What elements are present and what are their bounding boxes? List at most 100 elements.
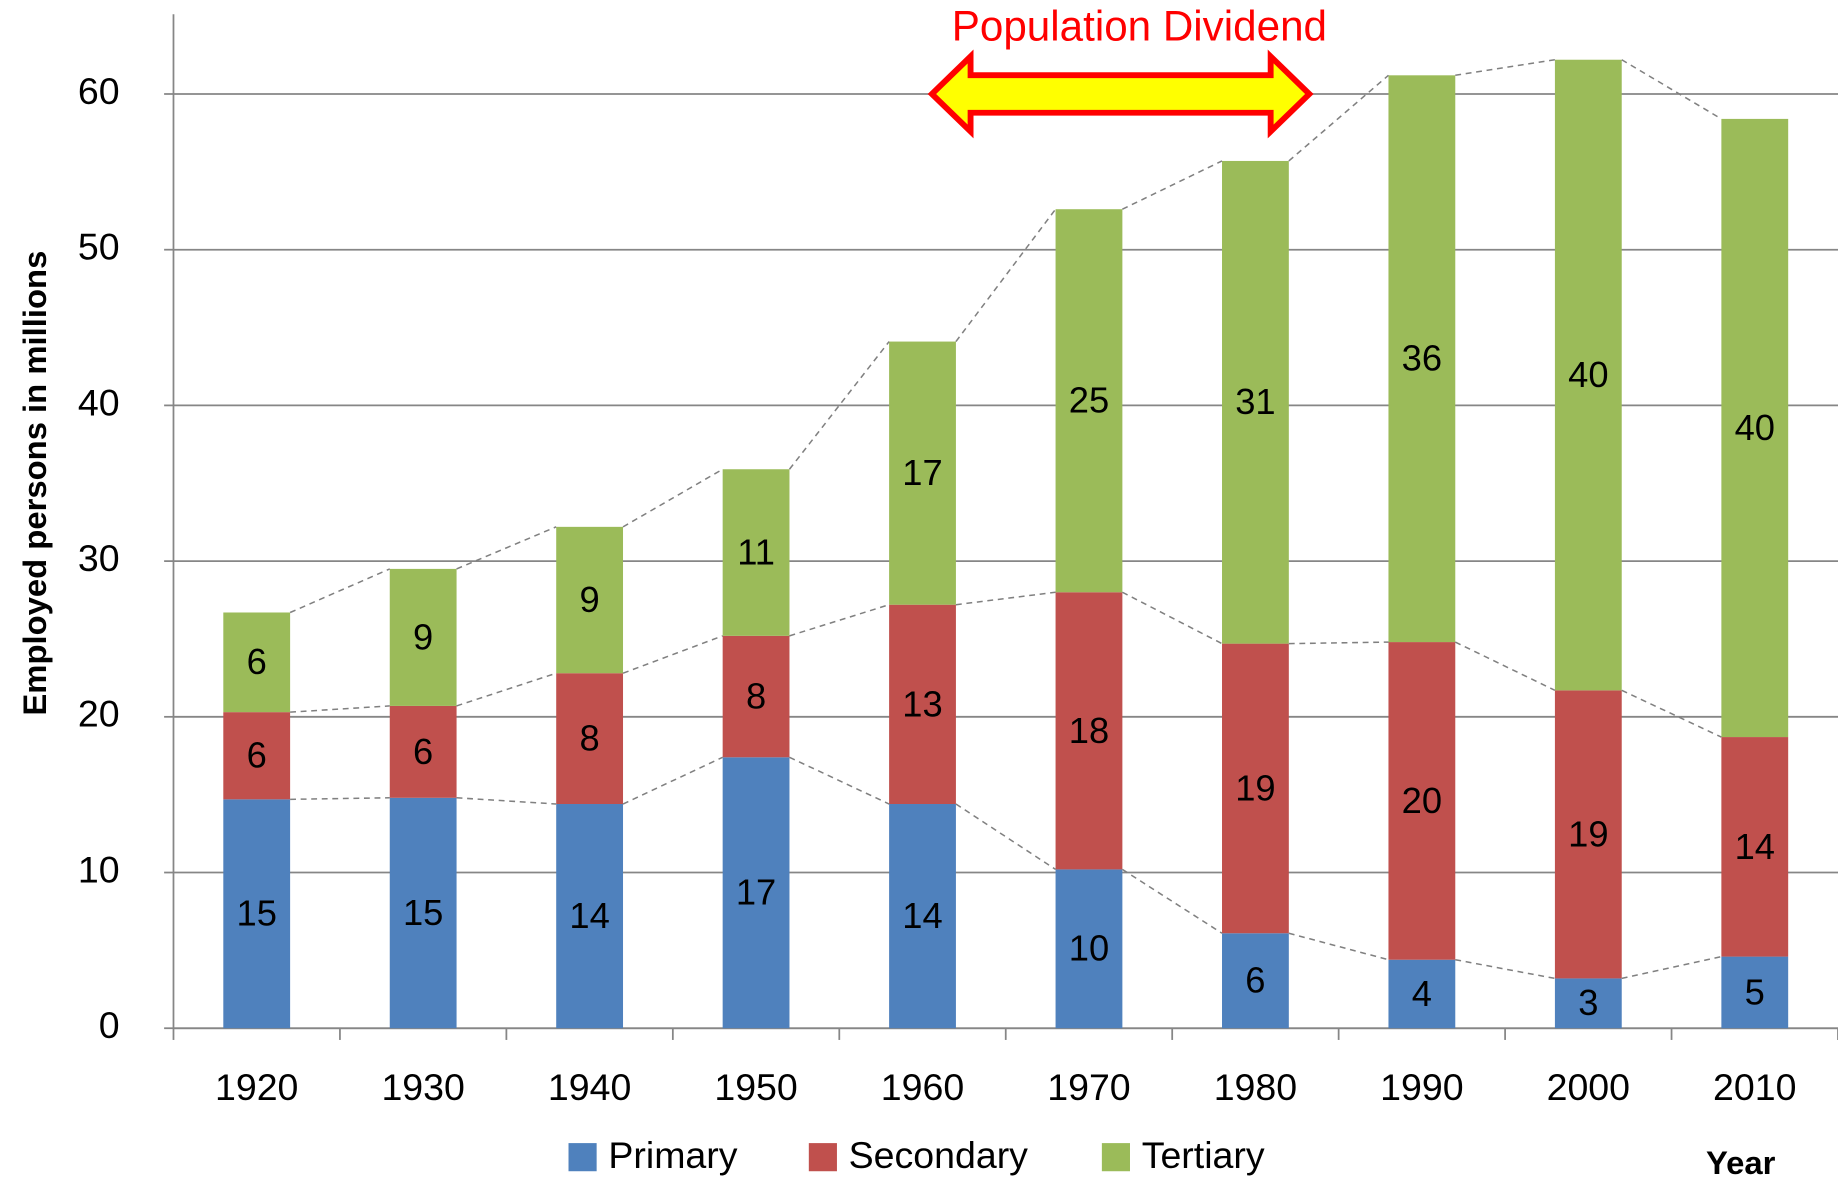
legend-label: Secondary [849, 1134, 1029, 1176]
data-label: 14 [1735, 826, 1775, 867]
x-tick-label: 2000 [1547, 1066, 1630, 1108]
bar-segment [1222, 643, 1289, 934]
data-label: 17 [736, 872, 776, 913]
y-tick-label: 20 [78, 693, 120, 735]
series-connector [290, 705, 390, 713]
x-tick-label: 1960 [881, 1066, 964, 1108]
data-label: 5 [1745, 971, 1765, 1012]
bar-segment [889, 804, 956, 1029]
bar-segment [389, 797, 457, 1029]
series-connector [1122, 591, 1223, 645]
y-axis-label: Employed persons in millions [16, 251, 53, 716]
series-connector [789, 603, 890, 637]
data-label: 14 [902, 895, 942, 936]
legend-swatch [1101, 1143, 1130, 1172]
series-connector [789, 756, 890, 805]
bar-segment [556, 804, 624, 1029]
data-label: 31 [1235, 381, 1275, 422]
series-connector [1288, 74, 1389, 162]
data-label: 10 [1069, 928, 1109, 969]
series-connector [456, 672, 557, 707]
bar-segment [1721, 956, 1789, 1029]
bar-segment [1055, 209, 1123, 593]
series-connector [1122, 160, 1223, 210]
bar-segment [389, 568, 457, 706]
double-arrow [927, 49, 1314, 139]
series-connector [1621, 59, 1722, 120]
data-label: 15 [236, 893, 276, 934]
series-connector [289, 568, 391, 614]
bar-segment [1554, 690, 1622, 979]
series-connector [1621, 955, 1722, 980]
data-label: 25 [1069, 380, 1109, 421]
series-connector [955, 208, 1057, 343]
bar-segment [556, 526, 624, 674]
data-label: 13 [902, 683, 942, 724]
data-label: 6 [413, 731, 433, 772]
data-label: 6 [1245, 960, 1265, 1001]
data-label: 6 [247, 641, 267, 682]
series-connector [622, 756, 723, 805]
data-label: 11 [737, 531, 775, 572]
series-connector [955, 591, 1056, 606]
bar-segment [1222, 933, 1289, 1029]
x-tick-label: 1980 [1214, 1066, 1297, 1108]
series-connector [290, 797, 390, 801]
data-label: 9 [413, 616, 433, 657]
series-connector [456, 797, 557, 805]
data-label: 6 [247, 735, 267, 776]
legend-swatch [808, 1143, 837, 1172]
bar-segment [1721, 737, 1789, 957]
bar-segment [1388, 75, 1456, 643]
y-tick-label: 0 [99, 1004, 120, 1046]
x-tick-label: 1990 [1380, 1066, 1463, 1108]
series-connector [1288, 932, 1389, 961]
bar-segment [1388, 959, 1456, 1029]
x-tick-label: 1920 [215, 1066, 298, 1108]
data-label: 18 [1069, 710, 1109, 751]
legend-label: Primary [608, 1134, 737, 1176]
data-label: 40 [1568, 354, 1608, 395]
bar-segment [1721, 118, 1789, 738]
series-connector [955, 803, 1056, 871]
bar-segment [889, 341, 956, 605]
x-tick-label: 1940 [548, 1066, 631, 1108]
bar-segment [223, 799, 291, 1029]
data-label: 8 [746, 676, 766, 717]
series-connector [622, 468, 724, 528]
data-label: 4 [1412, 973, 1432, 1014]
x-tick-label: 1930 [381, 1066, 464, 1108]
data-label: 15 [403, 892, 443, 933]
bar-segment [556, 673, 624, 805]
bar-segment [722, 469, 790, 636]
data-label: 9 [580, 579, 600, 620]
legend-swatch [568, 1143, 597, 1172]
data-label: 19 [1568, 813, 1608, 854]
data-label: 3 [1578, 982, 1598, 1023]
data-label: 40 [1735, 407, 1775, 448]
series-connector [1621, 689, 1722, 738]
series-connector [1121, 868, 1223, 934]
bar-segment [223, 612, 291, 713]
series-connector [1454, 641, 1556, 692]
series-connector [622, 635, 723, 674]
bar-segment [1055, 592, 1123, 870]
data-label: 36 [1402, 338, 1442, 379]
bar-segment [1554, 59, 1622, 691]
y-tick-label: 10 [78, 848, 120, 890]
data-label: 20 [1402, 780, 1442, 821]
x-tick-label: 1950 [714, 1066, 797, 1108]
y-tick-label: 30 [78, 537, 120, 579]
y-tick-label: 60 [78, 70, 120, 112]
bar-segment [1388, 642, 1456, 960]
data-label: 17 [902, 452, 942, 493]
bar-segment [1554, 978, 1622, 1029]
data-label: 14 [569, 895, 609, 936]
x-tick-label: 2010 [1713, 1066, 1796, 1108]
bar-segment [1055, 869, 1123, 1029]
series-connector [456, 526, 557, 570]
bar-segment [722, 635, 790, 758]
annotation: Population Dividend [952, 3, 1327, 50]
